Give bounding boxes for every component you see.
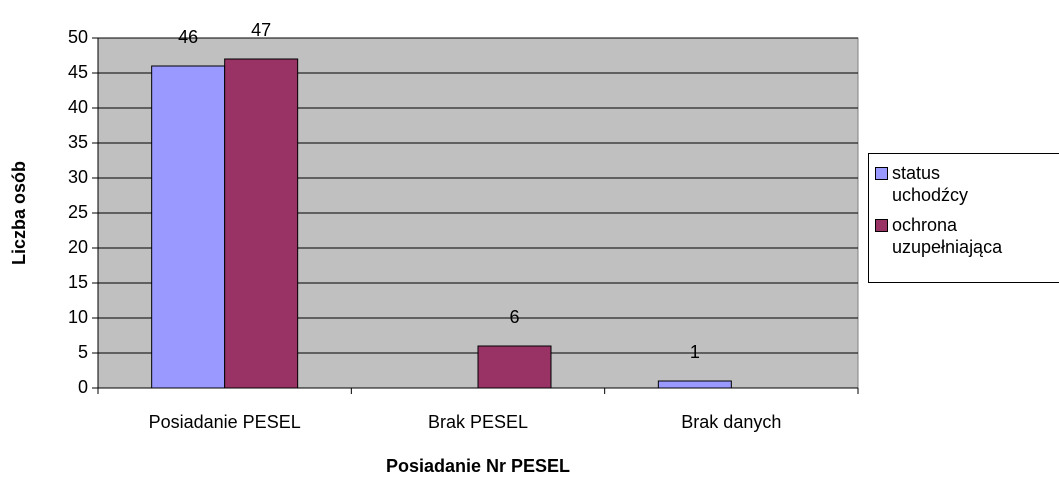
y-tick-label: 15 (68, 272, 88, 292)
y-tick-label: 20 (68, 237, 88, 257)
legend-label: status uchodźcy (892, 163, 969, 205)
y-tick-label: 0 (78, 377, 88, 397)
bar (657, 380, 732, 389)
x-tick-label: Brak PESEL (428, 412, 528, 432)
legend-label: ochrona uzupełniająca (892, 215, 1003, 257)
y-tick-label: 50 (68, 27, 88, 47)
y-tick-label: 35 (68, 132, 88, 152)
bar (224, 58, 299, 389)
y-tick-label: 30 (68, 167, 88, 187)
y-tick-label: 5 (78, 342, 88, 362)
y-tick-label: 10 (68, 307, 88, 327)
y-tick-label: 45 (68, 62, 88, 82)
x-tick-label: Brak danych (681, 412, 781, 432)
legend-item: status uchodźcy (875, 162, 1059, 206)
data-label: 6 (509, 307, 519, 327)
y-axis-title: Liczba osób (9, 161, 29, 265)
legend: status uchodźcy ochrona uzupełniająca (868, 153, 1059, 283)
bar (477, 345, 552, 389)
data-label: 47 (251, 20, 271, 40)
y-tick-label: 40 (68, 97, 88, 117)
legend-swatch (875, 219, 888, 232)
x-axis-title: Posiadanie Nr PESEL (386, 456, 570, 476)
y-tick-label: 25 (68, 202, 88, 222)
legend-item: ochrona uzupełniająca (875, 214, 1059, 258)
data-label: 46 (178, 27, 198, 47)
bar (151, 65, 226, 389)
legend-swatch (875, 167, 888, 180)
data-label: 1 (690, 342, 700, 362)
x-tick-label: Posiadanie PESEL (149, 412, 301, 432)
